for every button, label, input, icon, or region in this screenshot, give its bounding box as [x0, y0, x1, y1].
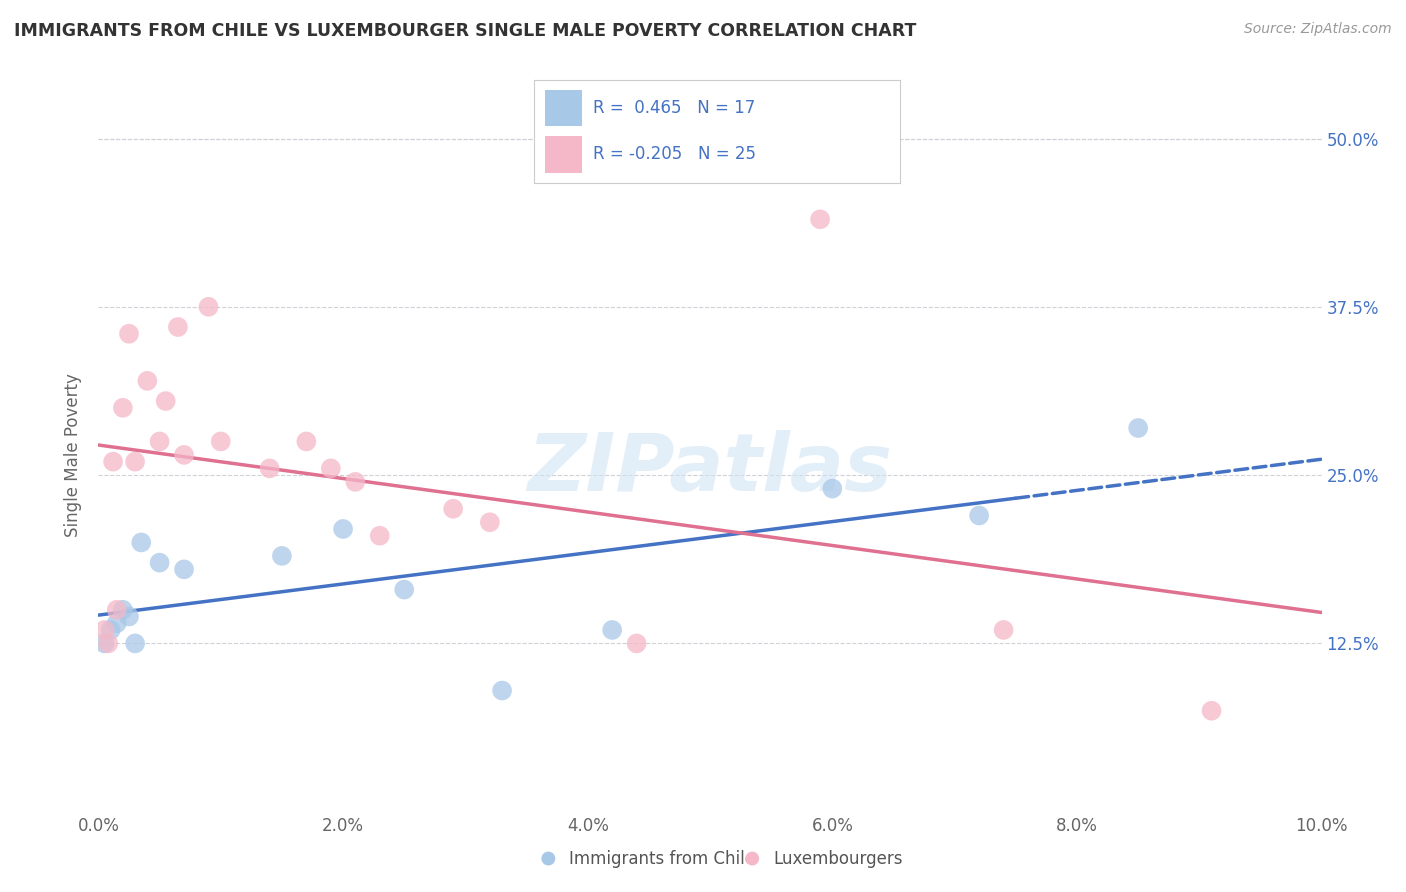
Point [368, 529, 391, 543]
Point [111, 603, 134, 617]
Point [600, 623, 623, 637]
Point [967, 508, 990, 523]
Point [821, 482, 844, 496]
Text: ZIPatlas: ZIPatlas [527, 430, 893, 508]
Point [197, 300, 219, 314]
Point [270, 549, 294, 563]
Point [478, 515, 501, 529]
Point [319, 461, 342, 475]
Y-axis label: Single Male Poverty: Single Male Poverty [65, 373, 83, 537]
Point [111, 401, 134, 415]
Point [93, 623, 115, 637]
Point [173, 448, 195, 462]
Point [155, 394, 177, 409]
Text: Luxembourgers: Luxembourgers [773, 849, 903, 868]
Point [1201, 704, 1223, 718]
Point [332, 522, 354, 536]
Point [149, 556, 172, 570]
Text: IMMIGRANTS FROM CHILE VS LUXEMBOURGER SINGLE MALE POVERTY CORRELATION CHART: IMMIGRANTS FROM CHILE VS LUXEMBOURGER SI… [14, 22, 917, 40]
Point [149, 434, 172, 449]
Point [97, 636, 120, 650]
Point [993, 623, 1015, 637]
Point [118, 326, 141, 341]
Point [741, 851, 763, 865]
Point [105, 603, 128, 617]
Point [441, 501, 464, 516]
Point [173, 562, 195, 576]
Point [101, 455, 124, 469]
Point [209, 434, 232, 449]
Point [295, 434, 318, 449]
Point [167, 320, 190, 334]
Point [344, 475, 367, 489]
Text: Immigrants from Chile: Immigrants from Chile [569, 849, 755, 868]
Bar [546, 136, 582, 173]
Bar [546, 89, 582, 127]
Point [129, 535, 152, 549]
Point [105, 616, 128, 631]
Point [808, 212, 831, 227]
Point [100, 623, 122, 637]
Point [491, 683, 513, 698]
Point [124, 455, 146, 469]
Point [93, 636, 115, 650]
Point [537, 851, 560, 865]
Point [626, 636, 648, 650]
Point [136, 374, 159, 388]
Point [392, 582, 416, 597]
Point [259, 461, 281, 475]
Text: R = -0.205   N = 25: R = -0.205 N = 25 [593, 145, 756, 163]
Point [1128, 421, 1150, 435]
Text: R =  0.465   N = 17: R = 0.465 N = 17 [593, 99, 755, 117]
Point [118, 609, 141, 624]
Point [124, 636, 146, 650]
Text: Source: ZipAtlas.com: Source: ZipAtlas.com [1244, 22, 1392, 37]
